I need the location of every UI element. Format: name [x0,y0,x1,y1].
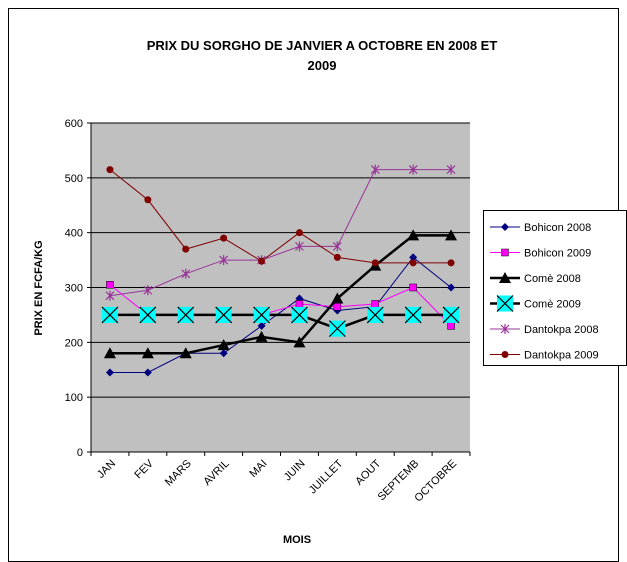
y-axis-label: PRIX EN FCFA/KG [33,240,45,335]
marker [442,306,460,324]
marker [105,290,115,301]
y-tick-label: 500 [65,173,83,185]
marker [446,164,456,175]
series-line [109,169,452,297]
marker [501,351,509,358]
marker [106,281,114,289]
marker [447,322,455,330]
marker [258,257,266,265]
legend-label: Dantokpa 2008 [524,324,599,336]
marker [257,321,266,330]
marker [328,320,346,338]
marker [409,253,418,262]
marker [370,164,380,175]
marker [408,164,418,175]
marker [217,339,230,351]
marker [106,166,114,174]
marker [332,241,342,252]
marker [103,347,116,359]
marker [143,368,152,377]
marker [331,292,344,304]
marker [143,285,153,296]
marker [500,324,510,334]
marker [447,283,456,292]
marker [215,306,233,324]
marker [407,229,420,241]
marker [295,241,304,252]
marker [179,347,192,359]
y-tick-label: 400 [65,228,83,240]
marker [101,306,119,324]
marker [409,283,417,292]
marker [501,248,509,257]
marker [409,259,417,267]
marker [255,330,268,342]
x-axis-label: MOIS [283,534,311,546]
marker [333,253,341,261]
y-tick-label: 100 [65,392,83,404]
legend-label: Comè 2008 [524,273,581,285]
marker [253,306,270,324]
legend-label: Dantokpa 2009 [524,350,599,362]
series-line [109,234,452,355]
series-line [109,313,452,330]
marker [144,196,152,204]
marker [139,306,157,324]
marker [501,223,509,231]
y-tick-label: 300 [65,283,83,295]
marker [447,259,455,267]
marker [366,306,384,324]
y-tick-label: 200 [65,337,83,349]
series-line [109,256,452,373]
marker [499,272,511,283]
marker [293,336,306,348]
marker [182,245,190,253]
marker [220,234,228,242]
marker [295,300,304,308]
legend-label: Bohicon 2009 [524,248,591,260]
marker [291,306,308,324]
marker [105,368,114,377]
series-line [109,169,452,264]
marker [333,302,342,311]
marker [371,300,379,308]
y-tick-label: 0 [77,447,83,459]
legend [483,210,627,366]
marker [371,259,379,267]
marker [445,229,458,241]
legend-label: Comè 2009 [524,299,581,311]
marker [177,306,195,324]
marker [181,268,191,279]
marker [404,306,422,324]
legend-label: Bohicon 2008 [524,222,591,234]
marker [295,229,303,237]
marker [219,255,229,266]
chart-title: PRIX DU SORGHO DE JANVIER A OCTOBRE EN 2… [147,38,498,73]
marker [219,349,228,358]
marker [496,295,514,312]
marker [141,347,154,359]
y-tick-label: 600 [65,118,83,130]
